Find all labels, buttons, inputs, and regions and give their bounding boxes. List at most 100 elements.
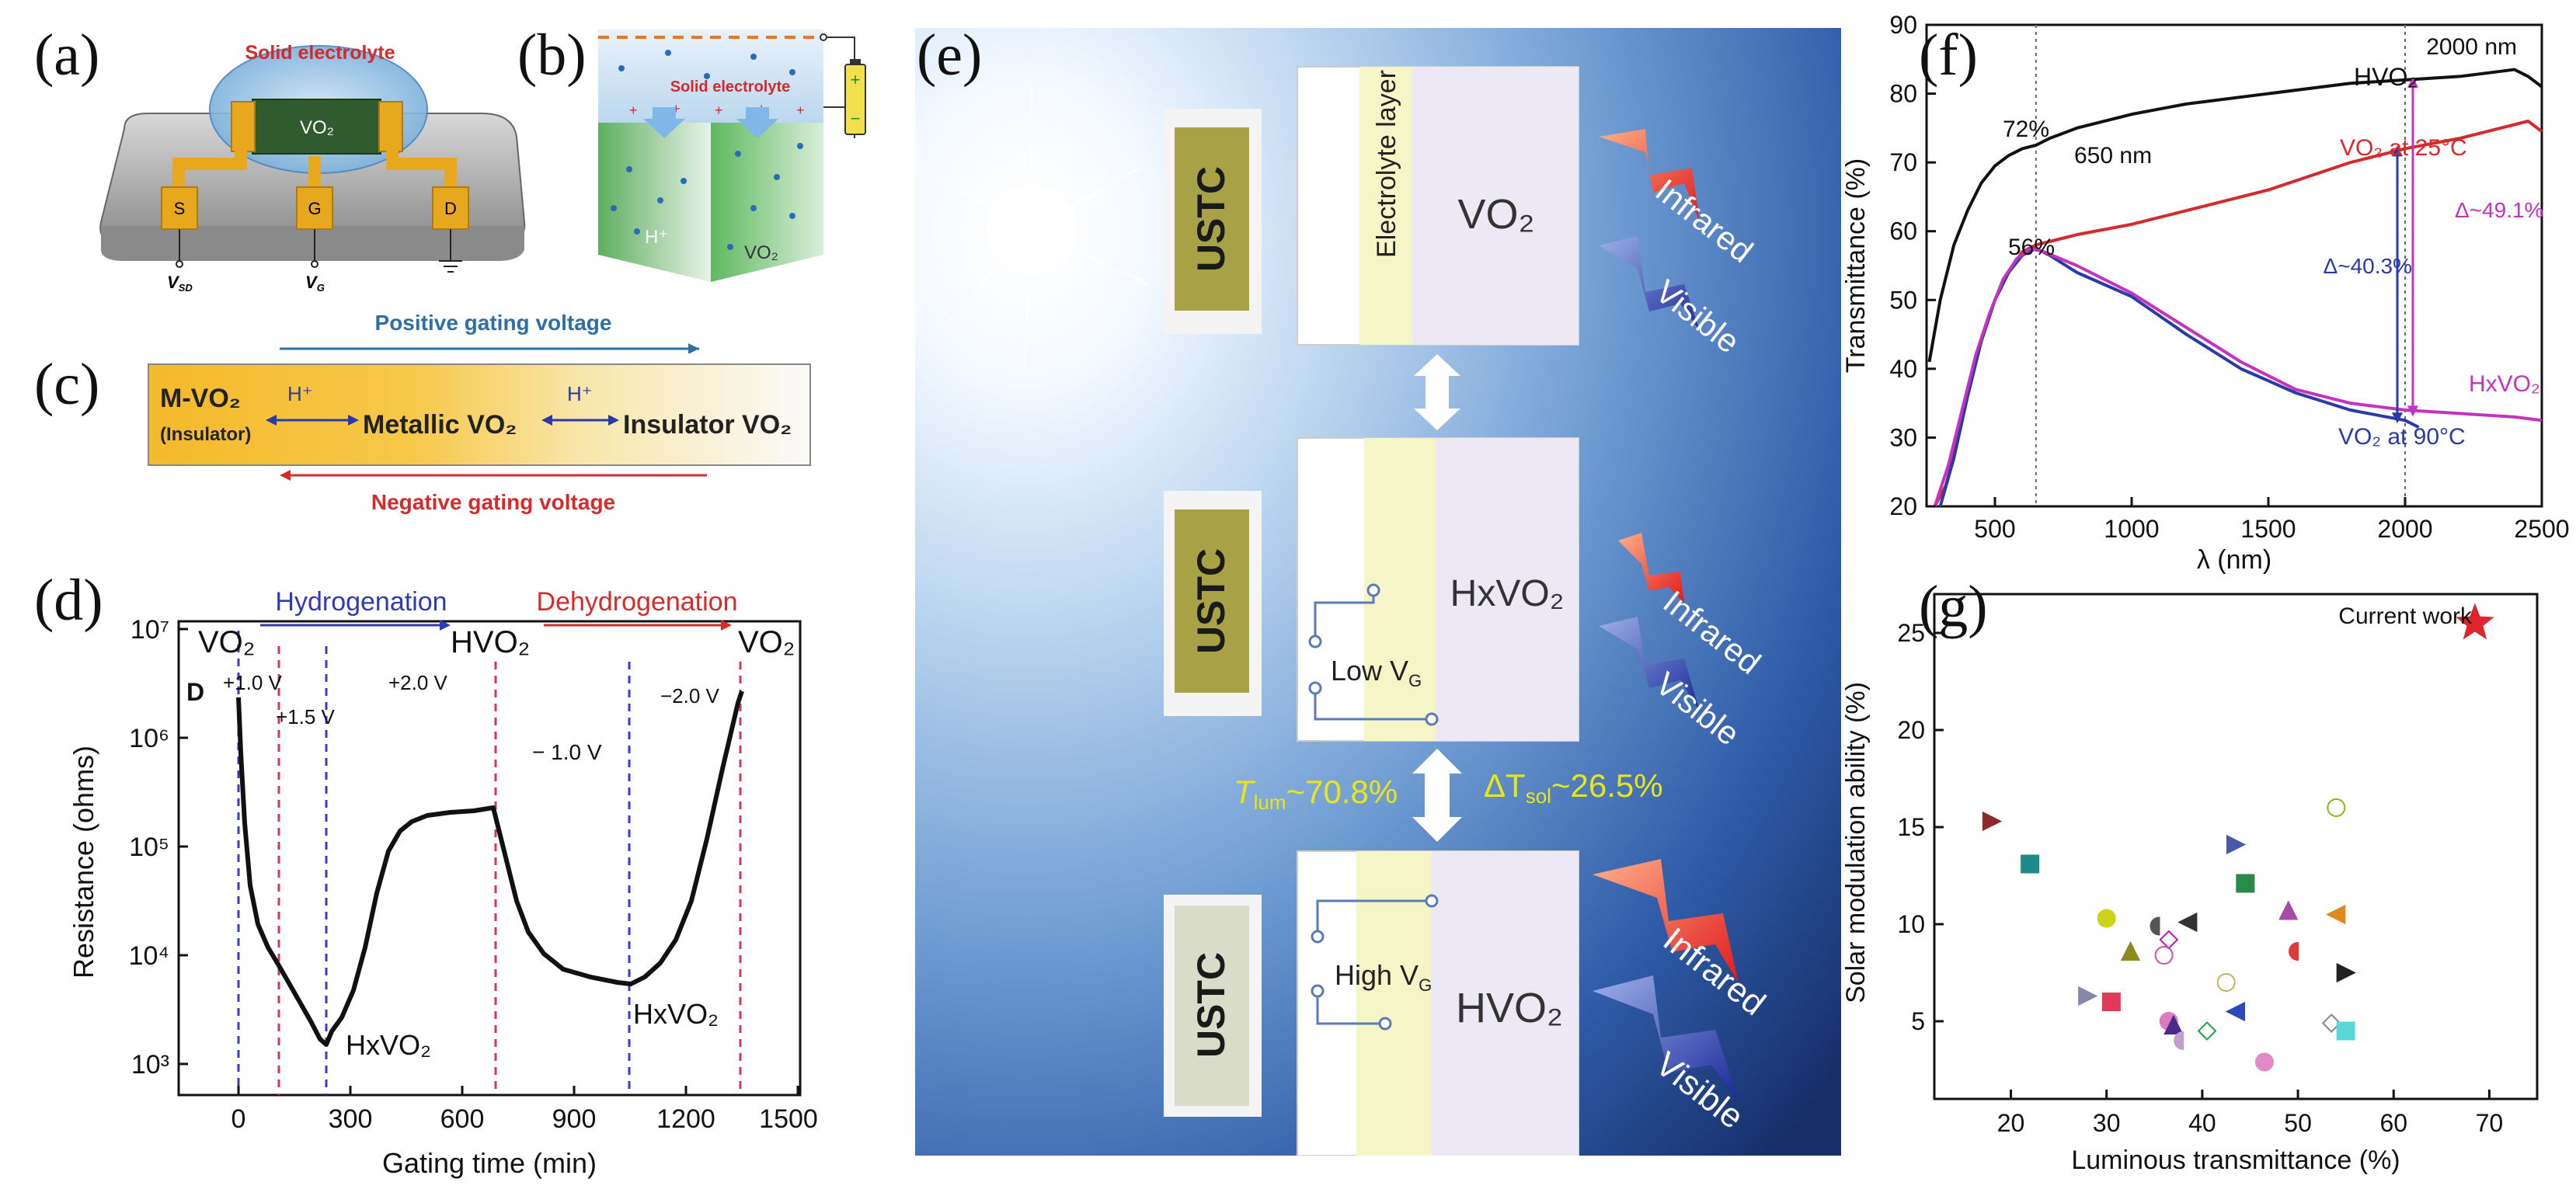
terminal-s: S [174,199,186,218]
h-plus-2: H⁺ [567,382,593,405]
scatter-point [2021,854,2040,874]
voltage-label: −2.0 V [660,684,720,708]
x-tick: 1500 [759,1104,818,1134]
scatter-point [2226,834,2247,855]
electrolyte-layer-label: Electrolyte layer [1372,70,1401,258]
window-hvo2: HVO₂ High VG [1297,850,1579,1156]
scatter-point [2101,993,2121,1011]
plot-frame [1925,23,2543,508]
panel-letter-d: (d) [34,568,103,633]
y-tick-label: 60 [1889,217,1917,245]
x-tick-labels: 0 300 600 900 1200 1500 [231,1104,818,1134]
x-tick-label: 20 [1997,1109,2025,1137]
x-tick-label: 1500 [2240,515,2296,543]
x-tick: 1200 [656,1104,715,1134]
positive-voltage-label: Positive gating voltage [375,311,612,335]
scatter-point [2150,916,2160,936]
y-tick: 10⁷ [131,615,169,645]
legend-hxvo2: HxVO₂ [2469,371,2540,397]
x-tick: 0 [231,1104,246,1134]
y-tick: 10⁶ [129,724,169,753]
h-label: H⁺ [645,227,668,248]
x-tick: 300 [329,1104,373,1134]
hydrogenation-label: Hydrogenation [275,587,447,617]
panel-letter-c: (c) [34,352,100,417]
scatter-point [2236,874,2255,893]
h-plus-1: H⁺ [287,382,313,405]
positive-voltage-arrow: Positive gating voltage [280,311,699,353]
scatter-point [2289,941,2299,961]
panel-d-chart: 10³ 10⁴ 10⁵ 10⁶ 10⁷ 0 300 600 900 1200 1… [68,587,818,1179]
voltage-label: +2.0 V [388,671,448,694]
annotation-56: 56% [2008,235,2055,260]
current-work-label: Current work [2338,603,2473,629]
y-tick-label: 10 [1897,910,1925,938]
x-tick-label: 2500 [2514,515,2569,543]
scatter-point [2321,1013,2341,1033]
m-vo2-label: M-VO₂ [160,384,241,413]
battery-terminal [850,59,861,65]
svg-text:+: + [715,103,723,118]
negative-voltage-label: Negative gating voltage [371,490,615,514]
dt-sol-label: ΔTsol~26.5% [1484,767,1663,808]
negative-voltage-arrow: Negative gating voltage [280,470,707,514]
hydrogenation-arrow [260,620,451,631]
voltage-label: +1.0 V [223,671,283,694]
vo2-label: VO₂ [1458,191,1535,238]
v-g-label: VG [305,273,325,294]
panel-letter-e: (e) [917,23,983,88]
panel-g-chart: 20 30 40 50 60 70 5 10 15 20 25 Luminous transmitt… [1841,593,2539,1175]
x-ticks [237,1086,799,1095]
y-tick: 10⁵ [129,833,169,862]
sample-1: USTC [1164,109,1262,334]
scatter-point [2154,946,2174,965]
legend-vo2-25: VO₂ at 25°C [2340,135,2467,161]
scatter-point [2336,1021,2355,1041]
scatter-point [2097,909,2116,928]
electrolyte-layer [598,30,823,127]
y-tick-label: 80 [1889,80,1917,108]
double-arrow-2 [1412,749,1462,842]
y-tick-label: 25 [1897,619,1925,647]
y-axis-label: Transmittance (%) [1841,158,1871,373]
scatter-point [2163,1014,2184,1034]
annotation-2000nm: 2000 nm [2426,34,2517,60]
y-tick-label: 90 [1889,11,1917,39]
panel-letter-a: (a) [34,23,100,88]
plot-frame [177,620,802,1097]
sample-2: USTC [1164,491,1262,716]
vo2-label: VO₂ [744,242,778,263]
panel-e-illustration: USTC USTC USTC Electrolyte layer VO₂ HxV… [915,28,1841,1156]
phase-bar: M-VO₂ (Insulator) H⁺ Metallic VO₂ H⁺ Ins… [148,363,811,466]
scatter-point [2174,1031,2184,1051]
series-line [1933,246,2543,507]
scatter-point [2120,940,2141,961]
y-axis-label: Solar modulation ability (%) [1841,682,1871,1003]
voltage-label: − 1.0 V [532,740,602,764]
scatter-point [2078,986,2098,1007]
terminal-g: G [308,199,321,218]
hvo2-label: HVO₂ [1456,985,1563,1031]
x-tick-label: 40 [2188,1109,2216,1137]
y-tick-label: 40 [1889,355,1917,383]
y-tick-label: 70 [1889,148,1917,176]
scatter-point [1982,811,2003,832]
substrate-edge [101,226,524,261]
y-tick-label: 15 [1897,813,1925,841]
scatter-point [2326,904,2346,925]
x-tick: 900 [552,1104,597,1134]
scatter-point [2159,930,2179,950]
battery-plus: + [851,70,861,89]
annotation-delta-40: Δ~40.3% [2324,254,2412,278]
proton-dots [611,50,803,250]
x-tick-label: 2000 [2377,515,2432,543]
hxvo2-label: HxVO₂ [1450,573,1565,614]
dehydrogenation-label: Dehydrogenation [537,587,738,617]
double-arrow-2 [541,415,619,426]
svg-text:+: + [796,103,805,118]
panel-letter-g: (g) [1919,574,1988,639]
voltage-label: +1.5 V [276,705,336,728]
insulator-vo2-label: Insulator VO₂ [623,410,792,440]
y-tick-label: 5 [1911,1007,1925,1035]
terminal-d: D [444,199,457,218]
